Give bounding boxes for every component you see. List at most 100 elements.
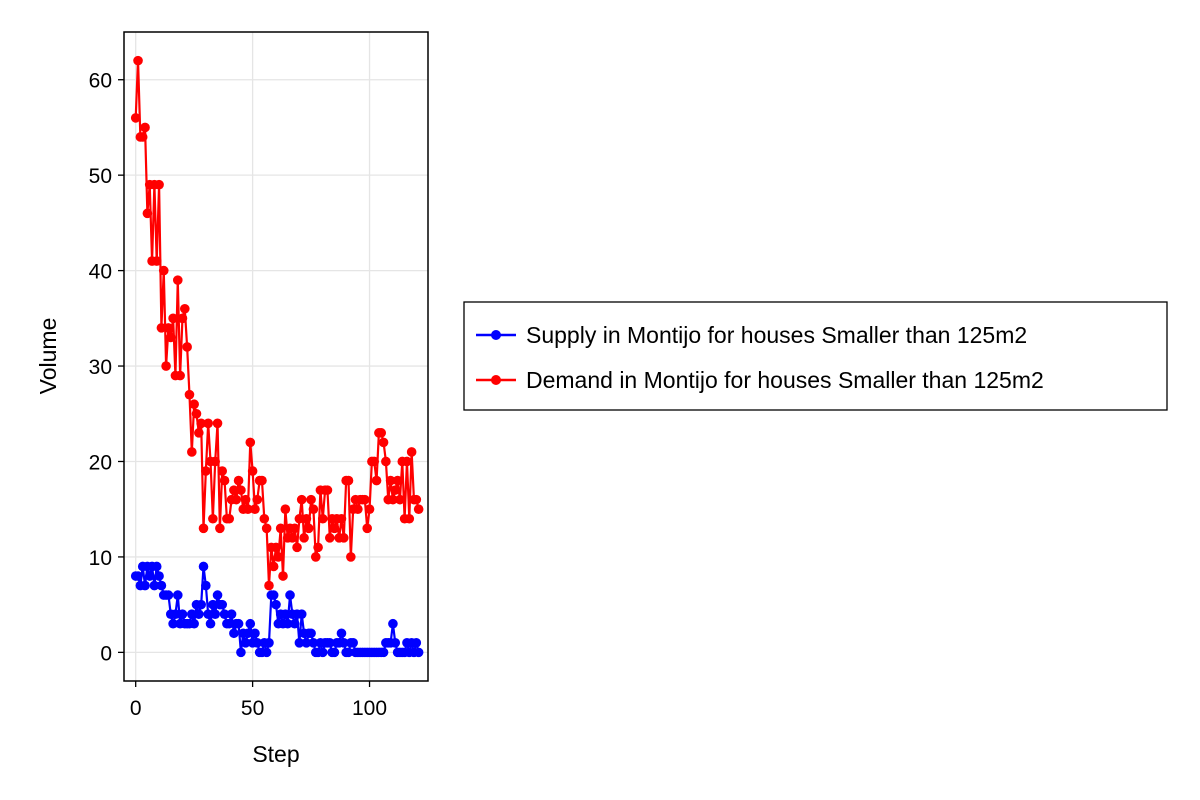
data-point [201,466,211,476]
data-point [376,428,387,438]
data-point [388,494,398,505]
data-point [402,456,412,467]
data-point [371,475,382,486]
data-point [294,638,305,648]
data-point [413,504,424,515]
data-point [187,609,197,619]
data-point [292,542,302,553]
data-point [151,561,162,572]
data-point [378,647,389,658]
data-point [259,513,270,524]
data-point [411,494,422,505]
data-point [395,494,405,505]
data-point [275,523,286,534]
data-point [158,265,169,276]
y-tick-label: 0 [100,642,112,665]
data-point [201,580,211,591]
data-point [317,647,328,658]
data-point [310,552,321,562]
data-point [339,638,349,648]
data-point [187,447,197,457]
data-point [184,389,195,400]
data-point [165,332,176,343]
data-point [229,485,239,495]
data-point [175,370,185,381]
data-point [353,504,363,515]
data-point [189,618,199,629]
series-line [135,565,420,654]
data-point [236,485,246,495]
data-point [203,418,213,429]
data-point [163,323,174,333]
data-point [250,504,260,515]
data-point [343,647,354,658]
data-point [231,494,242,505]
series-demand [130,55,424,591]
y-tick-label: 50 [89,165,112,188]
data-point [343,475,354,486]
data-point [203,609,213,619]
data-point [261,647,272,658]
data-point [264,580,274,591]
data-point [198,561,209,572]
data-point [252,638,263,648]
data-point [233,475,244,486]
data-point [348,638,358,648]
data-point [140,580,150,591]
data-point [182,342,192,352]
data-point [390,638,401,648]
data-point [224,513,235,524]
plot-series [130,55,424,658]
data-point [317,513,328,524]
data-point [137,132,148,142]
data-point [385,475,396,486]
data-point [362,523,373,534]
data-point [243,504,253,515]
data-point [240,638,251,648]
data-point [151,256,162,266]
data-point [172,590,183,600]
data-point [282,618,293,629]
legend-demand-label: Demand in Montijo for houses Smaller tha… [526,367,1044,393]
data-point [245,618,256,629]
data-point [140,122,150,133]
y-tick-label: 40 [89,261,112,284]
data-point [257,475,267,486]
data-point [180,303,190,314]
data-point [250,628,260,639]
data-point [224,618,235,629]
data-point [247,466,258,476]
data-point [339,533,349,543]
data-point [245,437,256,448]
data-point [308,504,319,515]
data-point [346,552,356,562]
data-point [406,447,417,457]
data-point [306,494,316,505]
data-point [308,638,319,648]
data-point [301,513,312,524]
data-point [287,533,298,543]
data-point [210,456,220,467]
y-tick-label: 30 [89,356,112,379]
data-point [261,523,272,534]
data-point [149,580,160,591]
data-point [219,475,230,486]
plot-frame [123,31,429,682]
data-point [268,561,279,572]
series-line [134,59,420,587]
data-point [294,513,305,524]
data-point [210,609,220,619]
data-point [172,275,183,285]
data-point [336,628,347,639]
data-point [285,590,295,600]
data-point [289,523,300,534]
data-point [212,590,223,600]
data-point [280,609,291,619]
data-point [271,542,281,553]
y-tick-label: 10 [89,547,112,570]
data-point [313,542,323,553]
data-point [336,513,347,524]
data-point [296,494,307,505]
data-point [133,571,143,581]
data-point [329,647,340,658]
